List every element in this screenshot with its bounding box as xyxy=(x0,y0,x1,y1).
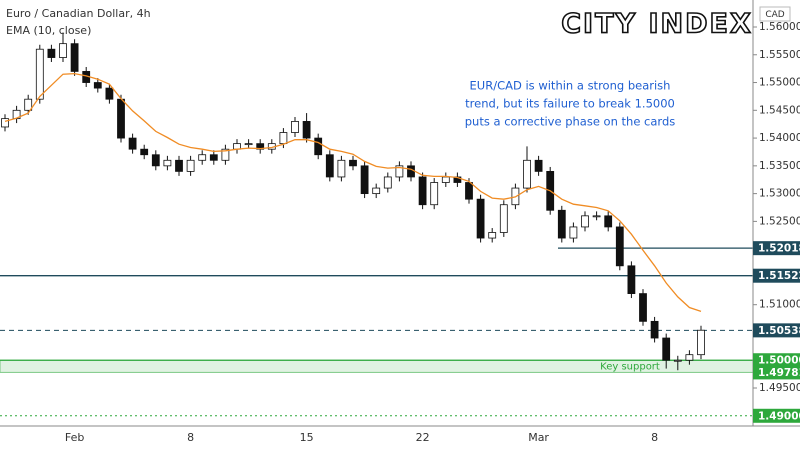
level-label: 1.52018 xyxy=(758,243,800,255)
annotation: EUR/CAD is within a strong bearish xyxy=(470,79,671,93)
candle-body xyxy=(557,209,566,239)
candle-body xyxy=(105,87,114,100)
candle-body xyxy=(24,98,33,111)
candle-body xyxy=(70,43,79,72)
candle-body xyxy=(140,148,149,156)
candle-body xyxy=(685,354,694,361)
candle-body xyxy=(1,118,9,128)
candle-body xyxy=(673,359,682,362)
brand-logo: CITY INDEX xyxy=(561,9,753,40)
level-label-box xyxy=(753,365,800,380)
x-tick-label: 8 xyxy=(651,431,658,444)
unit-box xyxy=(759,6,791,22)
ema-line xyxy=(4,72,702,313)
y-tick-label: 1.52500 xyxy=(759,215,800,227)
indicator-label: EMA (10, close) xyxy=(6,24,91,37)
candle-body xyxy=(627,265,636,294)
candle-body xyxy=(383,176,392,189)
chart-title: Euro / Canadian Dollar, 4h xyxy=(6,7,151,20)
candle-body xyxy=(499,204,508,233)
candle-body xyxy=(581,215,589,228)
candle-body xyxy=(244,143,253,146)
y-tick-label: 1.55500 xyxy=(759,49,800,61)
candle-body xyxy=(465,182,473,200)
y-unit: CAD xyxy=(765,10,784,20)
candle-body xyxy=(291,121,299,133)
y-tick-label: 1.54000 xyxy=(759,132,800,144)
candle-body xyxy=(604,215,613,228)
candle-body xyxy=(337,159,346,178)
candle-body xyxy=(151,154,160,167)
candle-body xyxy=(349,159,357,167)
candle-body xyxy=(592,215,601,218)
candle-body xyxy=(279,132,288,145)
level-label: 1.49000 xyxy=(758,410,800,422)
level-label-box xyxy=(753,323,800,338)
level-label: 1.50000 xyxy=(758,355,800,367)
candle-body xyxy=(209,154,218,161)
candle-body xyxy=(407,165,415,178)
x-tick-label: 15 xyxy=(300,431,314,444)
candle-body xyxy=(441,176,450,183)
annotation: puts a corrective phase on the cards xyxy=(465,115,676,129)
annotation: trend, but its failure to break 1.5000 xyxy=(465,97,675,111)
candle-body xyxy=(360,165,369,195)
candle-body xyxy=(314,137,323,156)
candle-body xyxy=(523,159,531,189)
y-tick-label: 1.49500 xyxy=(759,382,800,394)
candle-body xyxy=(175,159,183,172)
zone-label: Key support xyxy=(600,361,660,372)
candle-body xyxy=(35,48,44,100)
level-label: 1.51522 xyxy=(758,270,800,282)
candle-body xyxy=(488,232,497,239)
level-label: 1.50538 xyxy=(758,325,800,337)
candle-body xyxy=(650,320,659,339)
level-label-box xyxy=(753,268,800,283)
y-tick-label: 1.56000 xyxy=(759,21,800,33)
candle-body xyxy=(418,176,427,206)
x-tick-label: 22 xyxy=(416,431,430,444)
x-tick-label: 8 xyxy=(187,431,194,444)
candle-body xyxy=(476,198,485,239)
candle-body xyxy=(662,337,671,361)
candle-body xyxy=(117,98,125,139)
level-label-box xyxy=(753,408,800,423)
y-tick-label: 1.51000 xyxy=(759,299,800,311)
candle-body xyxy=(186,159,195,172)
candle-body xyxy=(430,182,439,206)
y-tick-label: 1.55000 xyxy=(759,77,800,89)
candle-body xyxy=(163,159,172,167)
plot-area: Key support xyxy=(0,32,754,417)
candle-body xyxy=(534,159,543,172)
candle-body xyxy=(639,293,647,322)
candle-body xyxy=(221,148,230,161)
y-tick-label: 1.54500 xyxy=(759,104,800,116)
candle-body xyxy=(697,329,705,356)
x-tick-label: Feb xyxy=(65,431,84,444)
candle-body xyxy=(93,82,102,89)
candle-body xyxy=(325,154,334,178)
x-tick-label: Mar xyxy=(528,431,549,444)
candle-body xyxy=(615,226,624,267)
candle-body xyxy=(198,154,207,161)
candle-body xyxy=(59,43,67,58)
candle-body xyxy=(128,137,137,150)
level-label-box xyxy=(753,353,800,368)
candle-body xyxy=(569,226,578,239)
y-tick-label: 1.53500 xyxy=(759,160,800,172)
candle-body xyxy=(372,187,381,195)
y-tick-label: 1.53000 xyxy=(759,188,800,200)
candle-body xyxy=(302,121,311,139)
level-label-box xyxy=(753,241,800,256)
candle-body xyxy=(395,165,404,178)
candle-body xyxy=(47,48,56,58)
